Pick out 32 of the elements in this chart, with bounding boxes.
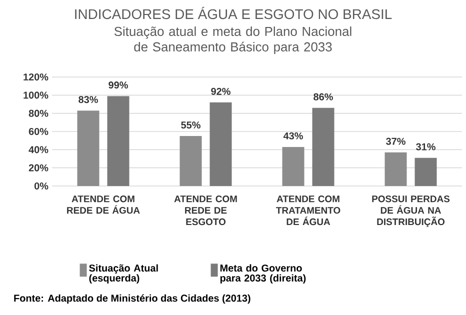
legend-label: Situação Atual (esquerda)	[89, 264, 158, 284]
bar	[414, 158, 437, 186]
y-tick-label: 20%	[28, 164, 48, 172]
data-label: 55%	[181, 121, 200, 129]
source-note: Fonte: Adaptado de Ministério das Cidades (2013)	[14, 294, 250, 304]
bar	[210, 102, 232, 186]
chart-title: INDICADORES DE ÁGUA E ESGOTO NO BRASIL	[75, 6, 392, 20]
y-tick-label: 120%	[24, 73, 48, 81]
bar	[77, 110, 100, 186]
y-tick-label: 0%	[34, 182, 48, 190]
data-label: 92%	[211, 88, 230, 95]
chart-subtitle: Situação atual e meta do Plano Nacional de Saneamento Básico para 2033	[114, 26, 352, 54]
x-tick-label: ATENDE COM TRATAMENTO DE ÁGUA	[276, 196, 340, 226]
y-tick-label: 100%	[24, 92, 48, 99]
x-tick-label: ATENDE COM REDE DE ÁGUA	[67, 196, 140, 214]
data-label: 31%	[416, 143, 436, 150]
legend-label: Meta do Governo para 2033 (direita)	[220, 264, 306, 284]
data-label: 83%	[78, 96, 98, 104]
bar	[107, 96, 130, 186]
x-tick-label: POSSUI PERDAS DE ÁGUA NA DISTRIBUIÇÃO	[372, 196, 450, 228]
bar	[384, 152, 407, 186]
bar	[282, 146, 304, 186]
y-tick-label: 80%	[28, 110, 48, 117]
data-label: 37%	[386, 138, 406, 145]
bar	[312, 108, 334, 186]
data-label: 43%	[283, 132, 303, 140]
bar	[180, 136, 202, 186]
data-label: 99%	[108, 82, 128, 89]
y-tick-label: 60%	[28, 128, 48, 136]
data-label: 86%	[314, 93, 333, 100]
y-tick-label: 40%	[28, 146, 48, 154]
x-tick-label: ATENDE COM REDE DE ESGOTO	[174, 196, 237, 226]
